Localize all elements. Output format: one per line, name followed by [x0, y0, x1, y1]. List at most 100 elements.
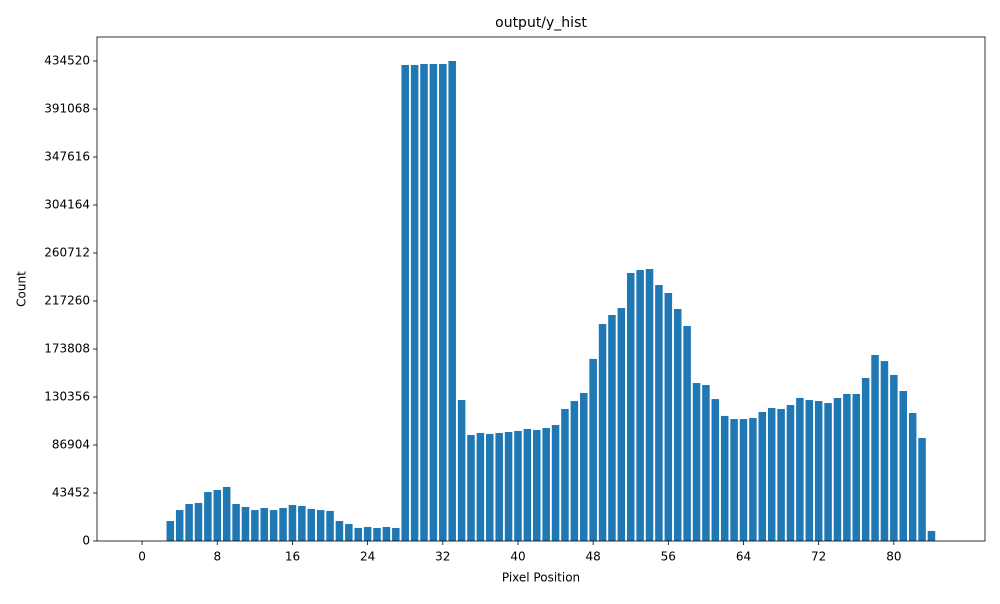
bar: [570, 401, 579, 541]
bar: [561, 408, 569, 541]
bar: [204, 491, 212, 541]
bar: [720, 415, 729, 541]
x-tick-label: 64: [736, 550, 751, 564]
y-tick-label: 86904: [52, 438, 90, 452]
x-tick-label: 40: [510, 550, 525, 564]
bar: [683, 326, 691, 541]
bar: [786, 405, 795, 541]
bar: [542, 427, 550, 541]
bar: [852, 393, 861, 541]
y-tick-label: 173808: [44, 342, 90, 356]
y-tick-label: 260712: [44, 246, 90, 260]
bar: [448, 61, 456, 541]
y-tick-label: 43452: [52, 486, 90, 500]
bar: [185, 503, 193, 541]
bar: [598, 324, 607, 541]
bar: [655, 285, 663, 541]
bar: [843, 393, 851, 541]
y-tick-label: 347616: [44, 150, 90, 164]
bar: [758, 411, 767, 541]
y-tick-label: 391068: [44, 102, 90, 116]
bar: [410, 64, 419, 541]
bar: [269, 510, 278, 541]
y-tick-label: 304164: [44, 198, 90, 212]
x-tick-label: 16: [285, 550, 300, 564]
bar: [232, 503, 240, 541]
bar: [429, 64, 438, 541]
y-axis-label: Count: [15, 271, 29, 307]
bar: [579, 392, 588, 541]
bar: [861, 377, 870, 541]
bar: [805, 400, 814, 541]
bar: [796, 397, 804, 541]
bar: [373, 527, 381, 541]
bar: [307, 508, 316, 541]
bar: [298, 505, 306, 541]
bar: [702, 385, 710, 541]
y-tick-label: 0: [82, 534, 90, 548]
bar: [833, 397, 842, 541]
bar: [486, 433, 494, 541]
bar: [908, 412, 917, 541]
bar: [523, 428, 532, 541]
bar: [194, 502, 203, 541]
bar: [326, 510, 334, 541]
bar: [664, 293, 673, 541]
bar: [824, 403, 832, 541]
bar: [589, 358, 597, 541]
x-axis-label: Pixel Position: [502, 571, 580, 585]
bar: [401, 64, 409, 541]
bar: [767, 407, 776, 541]
bar: [354, 527, 362, 541]
bar: [457, 400, 466, 541]
bar: [495, 432, 503, 541]
bar: [551, 425, 560, 541]
x-tick-label: 80: [886, 550, 901, 564]
bar: [814, 401, 823, 541]
bar: [392, 527, 400, 541]
bar: [871, 354, 879, 541]
bar: [636, 270, 644, 541]
bar: [645, 269, 654, 541]
x-tick-label: 24: [360, 550, 375, 564]
bar: [504, 431, 513, 541]
bar: [673, 309, 682, 541]
bar: [279, 507, 287, 541]
bar: [608, 314, 616, 541]
bar: [692, 383, 701, 541]
bar: [927, 530, 936, 541]
bar: [175, 510, 184, 541]
bar: [363, 526, 372, 541]
bar: [749, 418, 757, 541]
bar: [711, 399, 720, 541]
bar: [626, 273, 635, 541]
bar: [382, 526, 391, 541]
bar: [918, 438, 926, 541]
bar: [222, 486, 231, 541]
y-tick-label: 434520: [44, 54, 90, 68]
x-tick-label: 56: [661, 550, 676, 564]
bar: [345, 523, 353, 541]
bar: [880, 361, 889, 541]
y-tick-label: 217260: [44, 294, 90, 308]
x-tick-label: 32: [435, 550, 450, 564]
x-tick-label: 8: [213, 550, 221, 564]
bar: [439, 64, 447, 541]
bar: [476, 432, 485, 541]
bar: [514, 430, 522, 541]
chart-title: output/y_hist: [495, 15, 587, 31]
plot-frame: [96, 36, 986, 542]
bar: [166, 521, 175, 541]
bar: [617, 308, 626, 541]
bar: [420, 64, 428, 541]
bar: [213, 489, 222, 541]
bar: [890, 374, 898, 541]
bar: [241, 506, 250, 541]
bar: [899, 390, 908, 541]
bar: [316, 510, 325, 541]
bar: [533, 429, 541, 541]
bar: [730, 419, 738, 541]
bar: [467, 434, 475, 541]
bar: [260, 507, 269, 541]
